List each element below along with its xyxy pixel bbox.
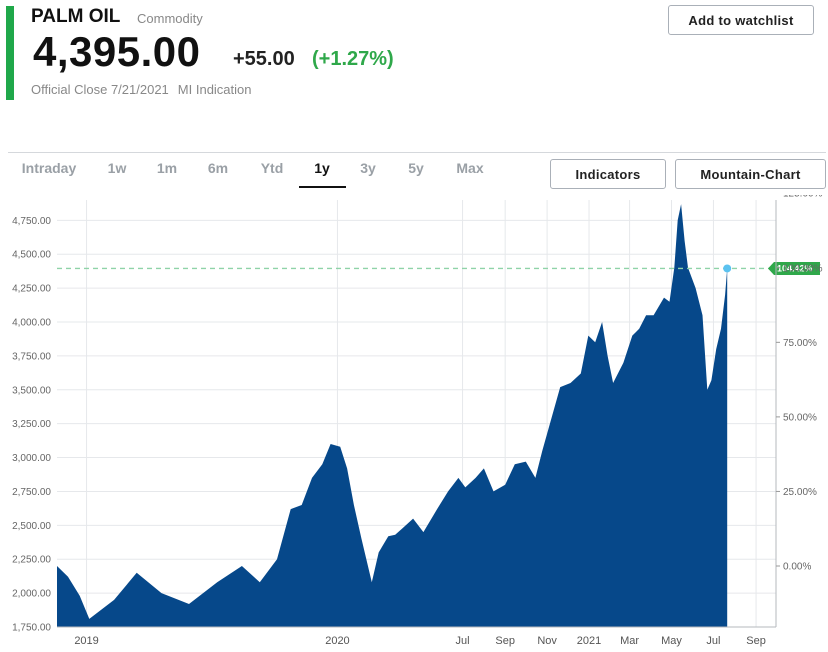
right-tick-label: 75.00% (783, 338, 817, 349)
y-tick-label: 4,250.00 (12, 284, 51, 295)
x-tick-label: May (661, 635, 682, 647)
tab-ytd[interactable]: Ytd (260, 160, 284, 176)
x-tick-label: Jul (706, 635, 720, 647)
active-tab-indicator (299, 186, 346, 188)
tab-1y[interactable]: 1y (314, 160, 330, 176)
percent-badge: 104.42% (768, 261, 820, 275)
y-tick-label: 3,000.00 (12, 453, 51, 464)
y-tick-label: 4,750.00 (12, 216, 51, 227)
x-tick-label: 2020 (325, 635, 349, 647)
x-tick-label: Sep (746, 635, 766, 647)
last-price-marker (723, 264, 732, 273)
commodity-title: PALM OIL (31, 6, 121, 27)
right-tick-label: 125.00% (783, 195, 823, 200)
y-tick-label: 2,250.00 (12, 555, 51, 566)
right-tick-label: 50.00% (783, 412, 817, 423)
y-tick-label: 3,500.00 (12, 385, 51, 396)
y-axis-ticks: 1,750.00 2,000.00 2,250.00 2,500.00 2,750.00… (12, 216, 51, 634)
indicators-button[interactable]: Indicators (550, 159, 666, 189)
y-tick-label: 1,750.00 (12, 623, 51, 634)
commodity-type: Commodity (137, 11, 203, 26)
y-tick-label: 2,500.00 (12, 521, 51, 532)
close-info: Official Close 7/21/2021 MI Indication (31, 82, 252, 97)
x-tick-label: Jul (456, 635, 470, 647)
right-tick-label: 25.00% (783, 487, 817, 498)
tab-3y[interactable]: 3y (360, 160, 376, 176)
tabs-divider (8, 152, 826, 153)
accent-bar (6, 6, 14, 100)
price-area (57, 204, 728, 627)
tab-1w[interactable]: 1w (107, 160, 127, 176)
x-tick-label: Sep (495, 635, 515, 647)
right-axis-ticks: 0.00% 25.00% 50.00% 75.00% 100.00% 125.00% (776, 195, 823, 573)
y-tick-label: 3,250.00 (12, 419, 51, 430)
x-axis-ticks: 2019 2020 Jul Sep Nov 2021 Mar May Jul Sep (74, 635, 766, 647)
chart-type-button[interactable]: Mountain-Chart (675, 159, 826, 189)
y-tick-label: 3,750.00 (12, 351, 51, 362)
y-tick-label: 4,000.00 (12, 318, 51, 329)
x-tick-label: Mar (620, 635, 639, 647)
x-tick-label: 2021 (577, 635, 601, 647)
y-tick-label: 2,000.00 (12, 589, 51, 600)
x-tick-label: Nov (537, 635, 557, 647)
tab-max[interactable]: Max (456, 160, 484, 176)
tab-1m[interactable]: 1m (156, 160, 178, 176)
price-change-percent: (+1.27%) (312, 48, 394, 70)
tab-intraday[interactable]: Intraday (21, 160, 77, 176)
tab-6m[interactable]: 6m (207, 160, 229, 176)
official-close-label: Official Close 7/21/2021 (31, 82, 169, 97)
y-tick-label: 4,500.00 (12, 250, 51, 261)
y-tick-label: 2,750.00 (12, 487, 51, 498)
percent-badge-label: 104.42% (777, 264, 813, 274)
indication-label: MI Indication (177, 82, 252, 97)
x-tick-label: 2019 (74, 635, 98, 647)
right-tick-label: 100.00% (783, 263, 823, 274)
last-price: 4,395.00 (33, 28, 201, 75)
price-change: +55.00 (233, 48, 295, 70)
right-tick-label: 0.00% (783, 562, 811, 573)
percent-badge-shape (768, 261, 820, 275)
tab-5y[interactable]: 5y (408, 160, 424, 176)
price-chart: 104.42% 1,750.00 2,000.00 2,250.00 2,500.00… (12, 195, 823, 647)
add-to-watchlist-button[interactable]: Add to watchlist (668, 5, 814, 35)
